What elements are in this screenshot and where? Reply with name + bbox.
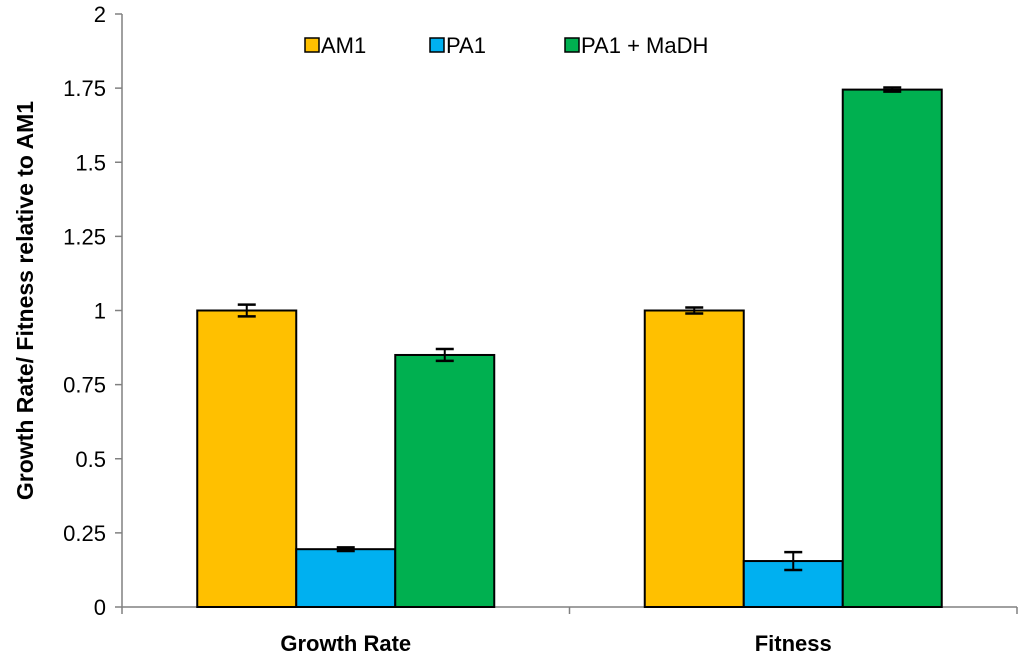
error-bar	[435, 347, 454, 363]
x-ticks	[121, 607, 1018, 614]
legend-label: AM1	[321, 33, 366, 58]
y-tick-label: 1.75	[63, 76, 106, 101]
legend-swatch	[429, 37, 445, 53]
legend-label: PA1 + MaDH	[581, 33, 708, 58]
error-bars	[237, 86, 902, 572]
y-tick-label: 0.25	[63, 521, 106, 546]
y-tick-label: 0.75	[63, 373, 106, 398]
x-category-label: Growth Rate	[280, 631, 411, 656]
y-axis-label-group: Growth Rate/ Fitness relative to AM1	[12, 101, 38, 500]
legend-swatch	[304, 37, 320, 53]
error-bar	[784, 550, 803, 572]
y-tick-label: 1.5	[75, 150, 106, 175]
error-bar	[237, 303, 256, 318]
y-tick-label: 0.5	[75, 447, 106, 472]
y-tick-label: 1	[94, 299, 106, 324]
x-category-labels: Growth Rate Fitness	[280, 631, 831, 656]
y-tick-label: 0	[94, 595, 106, 620]
legend-label: PA1	[446, 33, 486, 58]
bar-pa1-madh-growth-rate	[394, 353, 496, 608]
x-category-label: Fitness	[755, 631, 832, 656]
bar-pa1-madh-fitness	[841, 88, 943, 609]
legend-swatch	[564, 37, 580, 53]
y-ticks: 0 0.25 0.5 0.75 1 1.25 1.5 1.75 2	[63, 2, 122, 620]
bars	[196, 88, 943, 609]
error-bar	[336, 546, 355, 553]
legend: AM1 PA1 PA1 + MaDH	[304, 33, 708, 58]
y-tick-label: 2	[94, 2, 106, 27]
y-tick-label: 1.25	[63, 224, 106, 249]
bar-am1-growth-rate	[196, 309, 298, 608]
y-axis-label: Growth Rate/ Fitness relative to AM1	[12, 101, 38, 500]
bar-am1-fitness	[643, 309, 745, 608]
error-bar	[883, 86, 902, 93]
error-bar	[685, 306, 704, 315]
bar-pa1-growth-rate	[295, 548, 397, 608]
